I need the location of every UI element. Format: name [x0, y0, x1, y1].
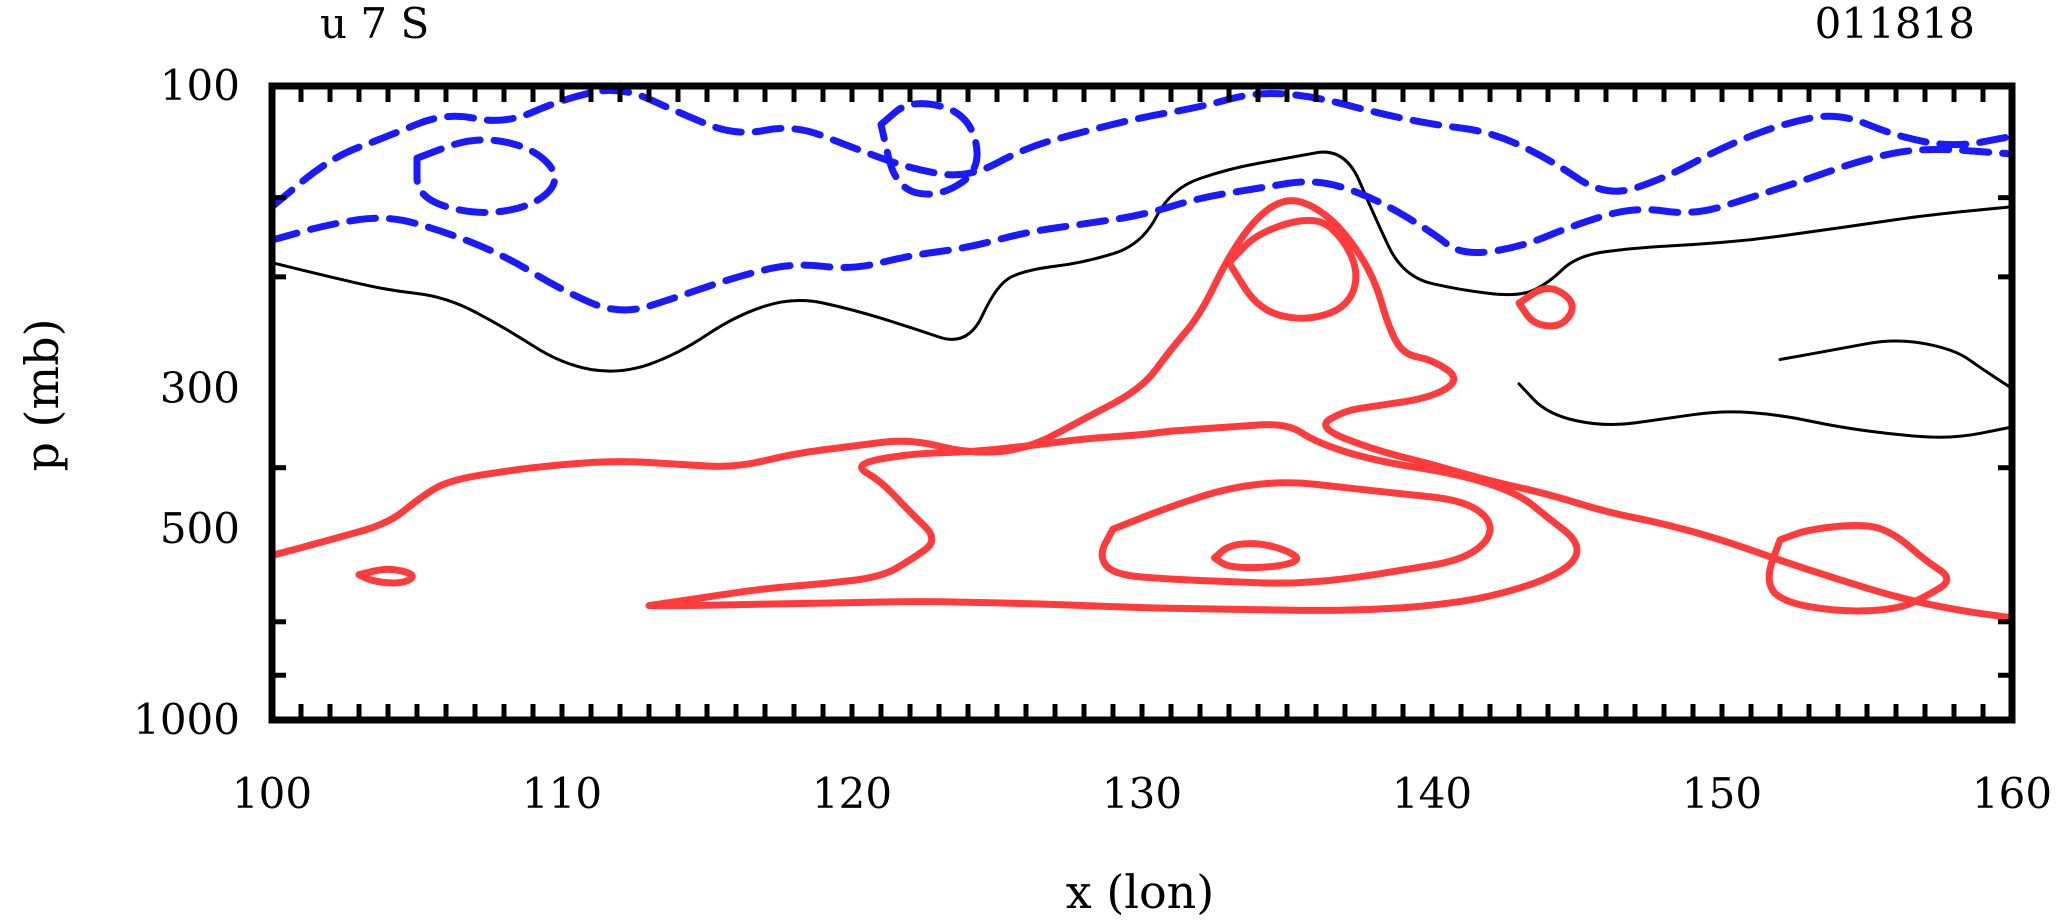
contour-pos-core: [1098, 479, 1494, 587]
contour-neg-eddy-west: [413, 136, 559, 216]
contour-pos-core-eye: [1211, 540, 1301, 572]
x-tick-labels: 100 110 120 130 140 150 160: [232, 769, 2052, 818]
x-tick-label: 140: [1392, 769, 1472, 818]
title-right: 011818: [1815, 0, 1975, 48]
y-tick-label: 300: [160, 363, 240, 412]
contour-pos-east-cell: [1765, 521, 1951, 615]
x-tick-label: 120: [812, 769, 892, 818]
y-axis-label: p (mb): [15, 318, 69, 471]
x-tick-label: 150: [1682, 769, 1762, 818]
y-tick-label: 1000: [133, 695, 240, 744]
plot-frame: [268, 82, 2016, 724]
y-tick-labels: 100 300 500 1000: [133, 61, 240, 744]
y-tick-label: 100: [160, 61, 240, 110]
x-axis-label: x (lon): [1066, 865, 1215, 919]
contour-zero-line-upper: [270, 150, 2014, 373]
x-tick-label: 130: [1102, 769, 1182, 818]
contour-neg-upper-band: [268, 86, 2016, 211]
contour-neg-lower-band: [268, 145, 2016, 314]
contour-pos-small-west: [355, 565, 416, 587]
contour-pos-central-inner: [645, 421, 1581, 614]
title-left: u 7 S: [320, 0, 429, 48]
contour-pos-central-outer: [268, 197, 2016, 622]
contour-pos-small-east: [1515, 285, 1576, 330]
contour-lines: [268, 86, 2016, 622]
contour-zero-line-lower: [1517, 382, 2014, 439]
contour-neg-eddy-central: [877, 100, 981, 198]
axis-ticks: [272, 86, 2012, 720]
x-tick-label: 100: [232, 769, 312, 818]
x-tick-label: 110: [522, 769, 602, 818]
contour-pos-upper-cell: [1225, 216, 1360, 322]
contour-zero-line-east-loop: [1778, 339, 2014, 390]
y-tick-label: 500: [160, 504, 240, 553]
x-tick-label: 160: [1972, 769, 2052, 818]
